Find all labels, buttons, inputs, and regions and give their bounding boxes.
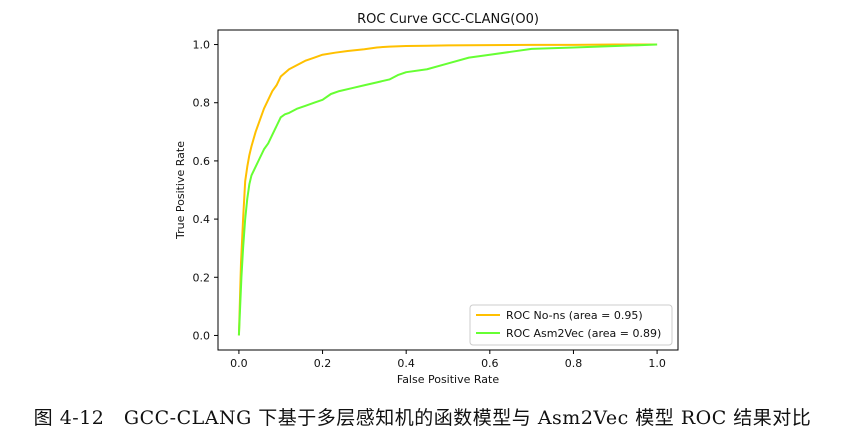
legend-label-no-ns: ROC No-ns (area = 0.95): [506, 309, 643, 322]
legend: ROC No-ns (area = 0.95) ROC Asm2Vec (are…: [469, 304, 673, 346]
y-tick-label: 0.6: [193, 155, 211, 168]
x-tick-label: 0.8: [565, 357, 583, 370]
plot-frame: [217, 29, 679, 351]
x-tick-label: 0.4: [397, 357, 415, 370]
y-axis-ticks: 0.0 0.2 0.4 0.6 0.8 1.0: [193, 39, 218, 342]
y-axis-label: True Positive Rate: [174, 141, 187, 240]
y-tick-label: 0.4: [193, 213, 211, 226]
figure-caption: 图 4-12 GCC-CLANG 下基于多层感知机的函数模型与 Asm2Vec …: [33, 407, 812, 429]
roc-asm2vec-line: [237, 43, 658, 336]
x-tick-label: 1.0: [648, 357, 666, 370]
x-tick-label: 0.0: [230, 357, 248, 370]
x-axis-label: False Positive Rate: [397, 373, 499, 386]
roc-no-ns-line: [237, 43, 658, 336]
series-layer: [237, 43, 658, 336]
roc-chart: ROC Curve GCC-CLANG(O0) 0.0 0.2 0.4 0.6 0.8 1…: [174, 12, 679, 386]
x-axis-ticks: 0.0 0.2 0.4 0.6 0.8 1.0: [230, 350, 666, 370]
legend-box: [469, 304, 673, 346]
x-tick-label: 0.2: [314, 357, 332, 370]
y-tick-label: 1.0: [193, 39, 211, 52]
x-tick-label: 0.6: [481, 357, 499, 370]
legend-label-asm2vec: ROC Asm2Vec (area = 0.89): [506, 327, 661, 340]
y-tick-label: 0.8: [193, 97, 211, 110]
y-tick-label: 0.0: [193, 329, 211, 342]
y-tick-label: 0.2: [193, 271, 211, 284]
chart-title: ROC Curve GCC-CLANG(O0): [357, 12, 539, 27]
